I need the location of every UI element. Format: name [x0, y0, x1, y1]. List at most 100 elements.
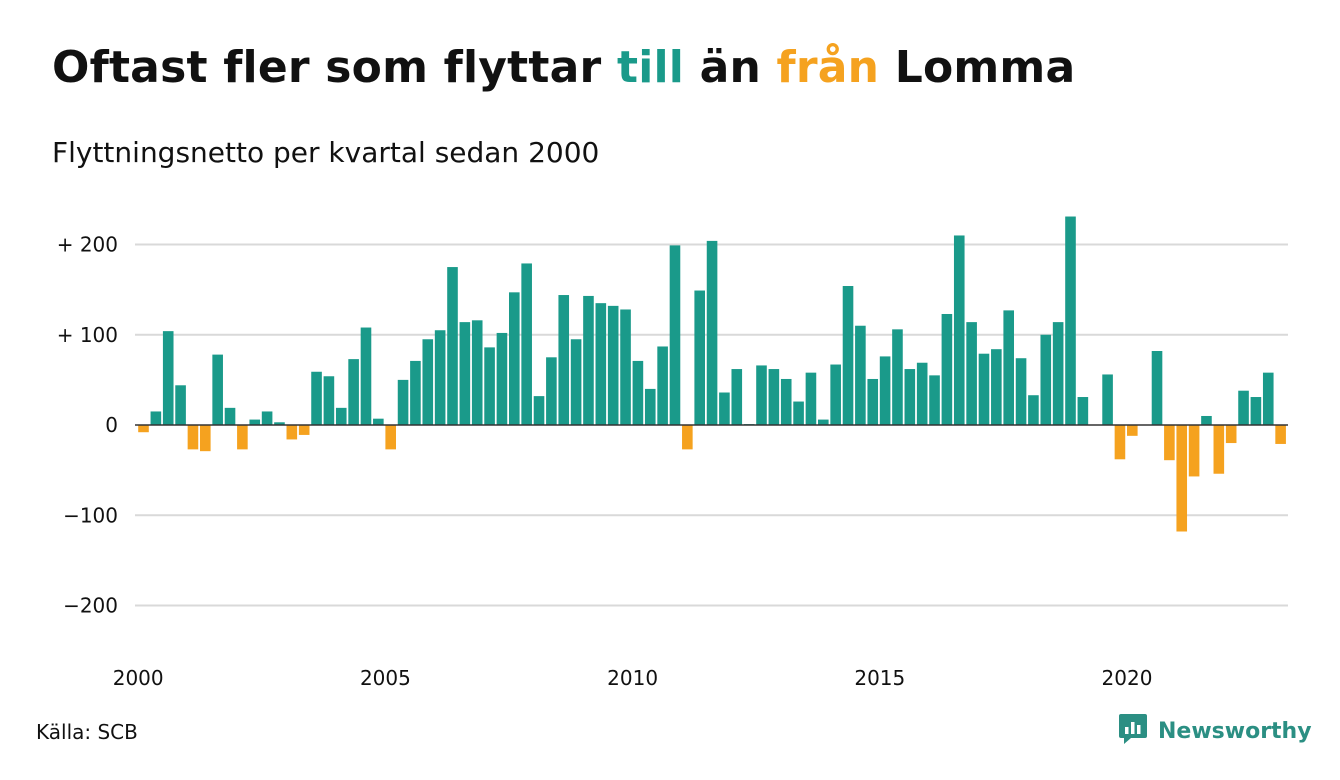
- bar-2004-q4: [373, 418, 384, 425]
- bar-2021-q2: [1188, 425, 1200, 477]
- bar-2022-q2: [1238, 390, 1249, 425]
- bar-2016-q1: [929, 375, 940, 425]
- y-axis-ticks: + 200 + 100 0 −100 −200: [57, 233, 118, 618]
- bar-2016-q4: [966, 322, 977, 425]
- bar-2019-q1: [1077, 397, 1089, 425]
- bar-2013-q4: [818, 419, 829, 425]
- bar-2013-q2: [793, 401, 804, 425]
- bar-2004-q1: [335, 407, 347, 425]
- bar-2001-q2: [200, 425, 211, 452]
- chart-title: Oftast fler som flyttar till än från Lom…: [52, 42, 1075, 93]
- bar-2006-q4: [471, 320, 483, 425]
- bar-2005-q1: [385, 425, 396, 450]
- bar-2012-q1: [731, 369, 743, 425]
- bar-2016-q3: [953, 235, 965, 425]
- bar-2019-q3: [1102, 374, 1113, 425]
- bar-2004-q2: [348, 359, 359, 425]
- bar-2002-q3: [261, 411, 273, 425]
- bar-2006-q1: [434, 330, 446, 425]
- bar-2015-q2: [892, 329, 903, 425]
- bar-2021-q4: [1213, 425, 1225, 474]
- bar-2007-q2: [496, 332, 508, 425]
- y-tick-label: 0: [105, 413, 118, 437]
- bar-2018-q1: [1028, 395, 1039, 425]
- bar-2000-q3: [162, 331, 174, 425]
- bar-2012-q4: [768, 369, 780, 425]
- bar-2001-q3: [212, 354, 223, 425]
- bar-2019-q4: [1114, 425, 1126, 460]
- bar-2007-q4: [521, 263, 532, 425]
- x-tick-label: 2015: [854, 666, 905, 690]
- y-tick-label: −200: [63, 594, 118, 618]
- x-tick-label: 2005: [360, 666, 411, 690]
- bar-2006-q2: [447, 267, 458, 425]
- bar-2013-q3: [805, 372, 817, 425]
- bar-2022-q1: [1225, 425, 1237, 444]
- brand-name: Newsworthy: [1158, 718, 1312, 744]
- bar-2011-q1: [682, 425, 693, 450]
- bar-2005-q4: [422, 339, 434, 425]
- bar-2017-q1: [978, 353, 990, 425]
- bar-2000-q4: [175, 385, 186, 425]
- bar-2022-q3: [1250, 397, 1262, 425]
- x-axis-ticks: 2000 2005 2010 2015 2020: [113, 666, 1153, 690]
- y-tick-label: + 200: [57, 233, 118, 257]
- bar-2015-q4: [916, 362, 928, 425]
- bar-2003-q3: [311, 371, 322, 425]
- bar-2002-q4: [274, 422, 285, 425]
- bar-2001-q1: [187, 425, 199, 450]
- bar-2005-q2: [397, 379, 409, 426]
- newsworthy-logo-icon: [1118, 712, 1148, 750]
- bar-2006-q3: [459, 322, 471, 425]
- bar-2000-q2: [150, 411, 162, 425]
- x-tick-label: 2010: [607, 666, 658, 690]
- bar-2007-q1: [484, 347, 495, 425]
- title-part3: Lomma: [879, 42, 1076, 93]
- y-tick-label: + 100: [57, 323, 118, 347]
- bar-2003-q1: [286, 425, 298, 440]
- bar-2002-q1: [237, 425, 248, 450]
- bar-2017-q2: [991, 349, 1002, 425]
- bar-2016-q2: [941, 313, 953, 425]
- bar-2020-q3: [1151, 351, 1163, 425]
- bar-2012-q3: [756, 365, 767, 425]
- bar-2022-q4: [1262, 372, 1274, 425]
- bar-2020-q4: [1164, 425, 1175, 461]
- bar-2004-q3: [360, 327, 372, 425]
- title-part2: än: [684, 42, 777, 93]
- bar-2007-q3: [509, 292, 520, 425]
- bar-2013-q1: [780, 378, 792, 425]
- bar-2010-q1: [632, 360, 644, 425]
- title-fran-highlight: från: [776, 42, 880, 93]
- bar-2003-q2: [298, 425, 310, 435]
- y-tick-label: −100: [63, 503, 118, 527]
- bar-2014-q1: [830, 364, 841, 425]
- bar-2021-q1: [1176, 425, 1188, 532]
- bar-2000-q1: [138, 425, 149, 433]
- bar-2003-q4: [323, 376, 335, 425]
- bar-2020-q1: [1127, 425, 1138, 436]
- bar-2010-q4: [669, 245, 681, 425]
- title-till-highlight: till: [616, 42, 685, 93]
- bar-2015-q3: [904, 369, 916, 425]
- bar-2001-q4: [224, 407, 236, 425]
- bar-2008-q1: [533, 396, 545, 425]
- title-part1: Oftast fler som flyttar: [52, 42, 617, 93]
- brand-logo: Newsworthy: [1118, 712, 1312, 750]
- bar-2005-q3: [410, 360, 421, 425]
- bar-2017-q4: [1015, 358, 1027, 425]
- bar-2009-q1: [583, 295, 594, 425]
- bar-2010-q3: [657, 346, 668, 425]
- bar-2014-q3: [855, 325, 866, 425]
- bar-2010-q2: [644, 388, 656, 425]
- bar-2009-q4: [620, 309, 631, 425]
- bar-2018-q3: [1052, 322, 1064, 425]
- bar-2018-q2: [1040, 334, 1052, 425]
- bar-2011-q3: [706, 240, 718, 425]
- bar-2011-q2: [694, 290, 705, 425]
- bar-2021-q3: [1201, 415, 1212, 425]
- bar-2008-q2: [546, 357, 557, 425]
- bar-2014-q2: [842, 286, 854, 425]
- bar-2011-q4: [719, 392, 730, 425]
- bar-2017-q3: [1003, 310, 1014, 425]
